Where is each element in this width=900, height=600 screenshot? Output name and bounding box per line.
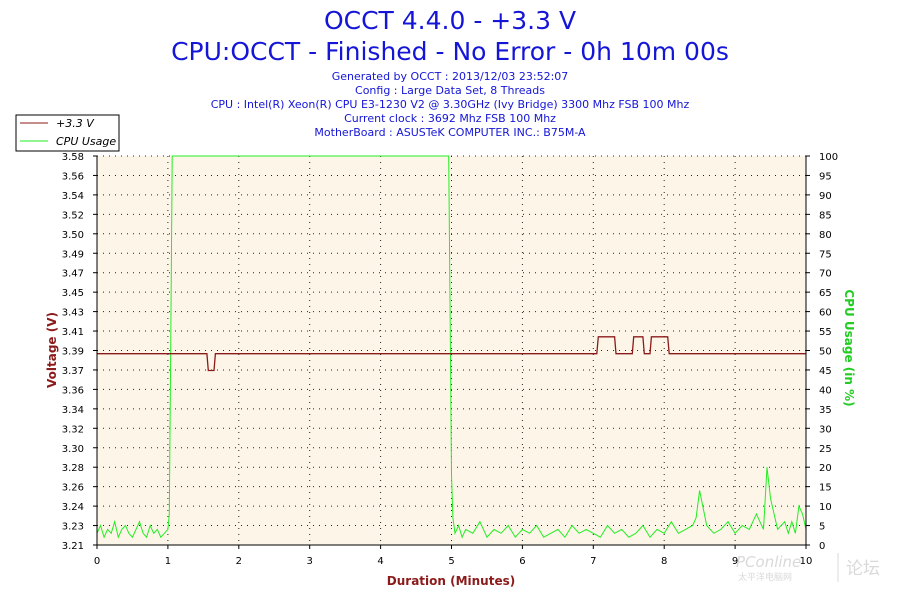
y-right-tick-label: 5 — [819, 522, 825, 533]
chart-title: OCCT 4.4.0 - +3.3 V — [324, 6, 576, 35]
info-generated: Generated by OCCT : 2013/12/03 23:52:07 — [332, 70, 569, 83]
y-right-tick-label: 20 — [819, 463, 832, 474]
y-right-tick-label: 90 — [819, 191, 832, 202]
x-tick-label: 7 — [590, 556, 596, 567]
y-right-tick-label: 0 — [819, 541, 825, 552]
x-tick-label: 10 — [800, 556, 813, 567]
watermark-sub: 太平洋电脑网 — [738, 571, 792, 583]
y-right-axis-label: CPU Usage (in %) — [842, 289, 856, 406]
watermark-brand: PConline — [736, 553, 801, 571]
y-right-tick-label: 25 — [819, 444, 832, 455]
y-left-tick-label: 3.34 — [62, 405, 84, 416]
legend: +3.3 V CPU Usage — [15, 114, 120, 152]
y-right-tick-label: 75 — [819, 249, 832, 260]
info-clock: Current clock : 3692 Mhz FSB 100 Mhz — [344, 112, 556, 125]
y-left-axis-label: Voltage (V) — [45, 312, 59, 388]
x-tick-label: 1 — [165, 556, 171, 567]
info-motherboard: MotherBoard : ASUSTeK COMPUTER INC.: B75… — [314, 126, 586, 139]
y-right-tick-label: 30 — [819, 424, 832, 435]
y-left-tick-label: 3.54 — [62, 191, 84, 202]
y-left-tick-label: 3.28 — [62, 463, 84, 474]
y-left-tick-label: 3.50 — [62, 230, 84, 241]
y-right-tick-label: 10 — [819, 502, 832, 513]
x-tick-label: 9 — [732, 556, 738, 567]
y-right-tick-label: 45 — [819, 366, 832, 377]
chart-header: OCCT 4.4.0 - +3.3 V CPU:OCCT - Finished … — [171, 6, 729, 139]
y-right-tick-label: 100 — [819, 152, 838, 163]
x-tick-label: 6 — [519, 556, 525, 567]
y-left-tick-label: 3.58 — [62, 152, 84, 163]
y-right-tick-label: 65 — [819, 288, 832, 299]
chart-subtitle: CPU:OCCT - Finished - No Error - 0h 10m … — [171, 37, 729, 66]
y-left-tick-label: 3.56 — [62, 171, 84, 182]
y-right-tick-label: 70 — [819, 269, 832, 280]
series-line-cpu-usage — [96, 155, 807, 539]
info-config: Config : Large Data Set, 8 Threads — [355, 84, 545, 97]
x-axis-label: Duration (Minutes) — [387, 574, 515, 588]
y-right-tick-label: 35 — [819, 405, 832, 416]
x-tick-label: 3 — [307, 556, 313, 567]
legend-label-voltage: +3.3 V — [56, 117, 95, 130]
x-tick-label: 4 — [377, 556, 383, 567]
y-left-tick-label: 3.26 — [62, 483, 84, 494]
watermark: PConline 太平洋电脑网 论坛 — [736, 553, 880, 583]
y-right-tick-label: 95 — [819, 171, 832, 182]
y-left-tick-label: 3.47 — [62, 269, 84, 280]
y-left-tick-label: 3.45 — [62, 288, 84, 299]
x-tick-label: 8 — [661, 556, 667, 567]
y-left-tick-label: 3.30 — [62, 444, 84, 455]
y-right-tick-label: 55 — [819, 327, 832, 338]
y-left-tick-label: 3.52 — [62, 210, 84, 221]
y-left-tick-label: 3.37 — [62, 366, 84, 377]
y-left-tick-label: 3.41 — [62, 327, 84, 338]
y-left-tick-label: 3.49 — [62, 249, 84, 260]
y-right-tick-label: 50 — [819, 347, 832, 358]
y-right-tick-label: 80 — [819, 230, 832, 241]
y-left-tick-label: 3.32 — [62, 424, 84, 435]
y-left-tick-label: 3.24 — [62, 502, 84, 513]
y-left-tick-label: 3.39 — [62, 347, 84, 358]
y-right-tick-label: 85 — [819, 210, 832, 221]
legend-box — [15, 114, 120, 152]
y-right-tick-label: 60 — [819, 308, 832, 319]
x-tick-label: 0 — [94, 556, 100, 567]
legend-label-cpu: CPU Usage — [56, 135, 116, 148]
y-left-tick-label: 3.21 — [62, 541, 84, 552]
y-right-tick-label: 40 — [819, 385, 832, 396]
watermark-forum: 论坛 — [846, 559, 880, 579]
y-right-tick-label: 15 — [819, 483, 832, 494]
x-tick-label: 5 — [448, 556, 454, 567]
info-cpu: CPU : Intel(R) Xeon(R) CPU E3-1230 V2 @ … — [211, 98, 690, 111]
series-line-voltage — [97, 336, 806, 372]
x-tick-label: 2 — [236, 556, 242, 567]
axis-ticks: 0 1 2 3 4 5 6 7 8 9 103.213.233.243.263.283.303.32… — [62, 152, 838, 567]
y-left-tick-label: 3.36 — [62, 385, 84, 396]
y-left-tick-label: 3.43 — [62, 308, 84, 319]
series-layer — [96, 155, 807, 539]
y-left-tick-label: 3.23 — [62, 522, 84, 533]
